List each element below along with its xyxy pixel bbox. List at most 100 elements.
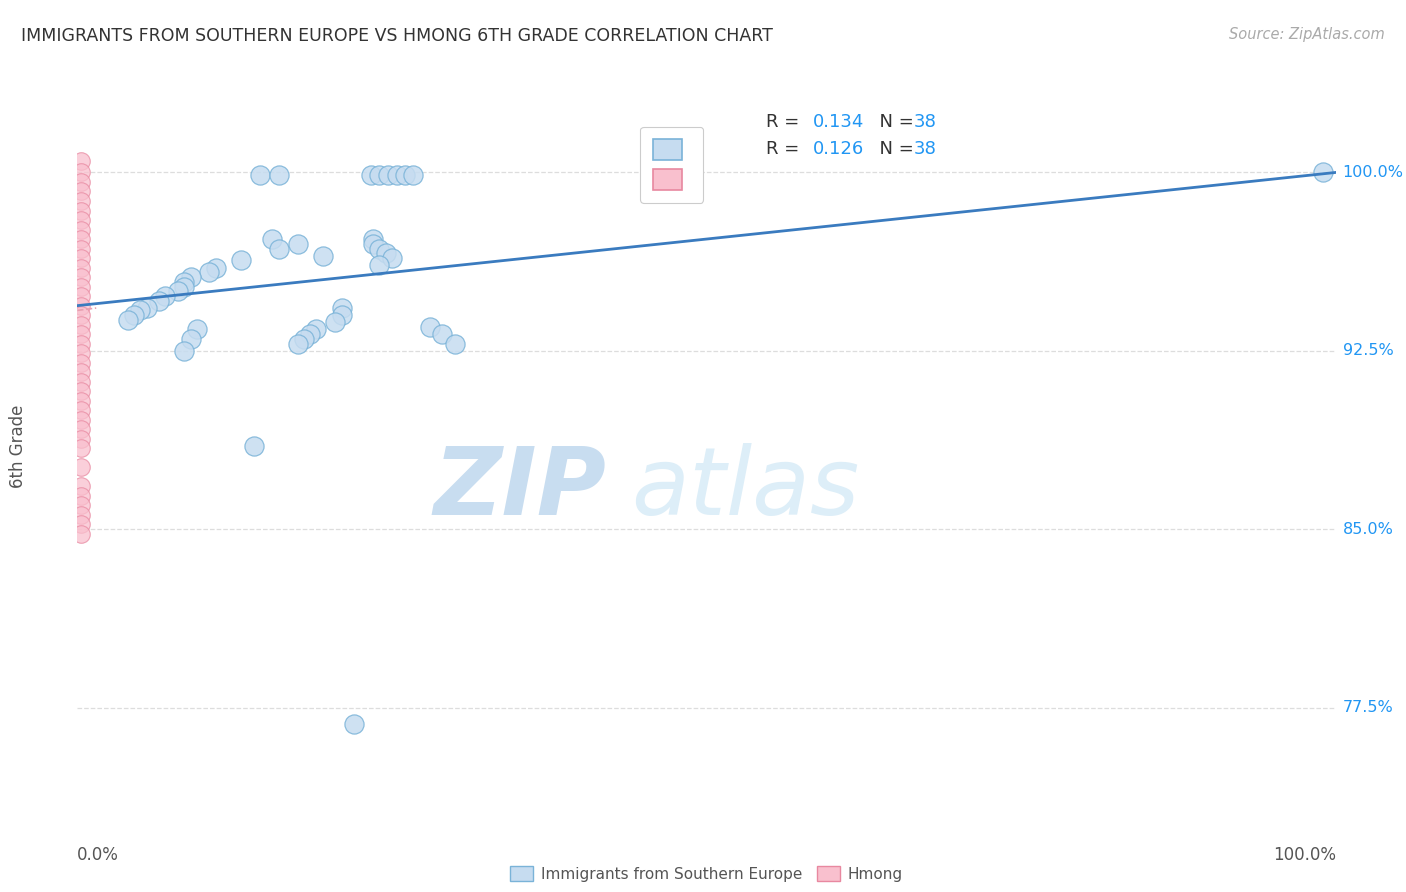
Point — [432, 327, 454, 342]
Point — [419, 320, 441, 334]
Text: 100.0%: 100.0% — [1272, 846, 1336, 863]
Point — [70, 517, 93, 532]
Point — [70, 365, 93, 379]
Point — [135, 301, 157, 315]
Point — [229, 253, 252, 268]
Point — [267, 168, 290, 182]
Point — [70, 375, 93, 389]
Point — [173, 275, 195, 289]
Point — [70, 384, 93, 399]
Point — [402, 168, 425, 182]
Point — [330, 301, 353, 315]
Text: 92.5%: 92.5% — [1343, 343, 1393, 359]
Text: Source: ZipAtlas.com: Source: ZipAtlas.com — [1229, 27, 1385, 42]
Point — [312, 249, 335, 263]
Point — [70, 213, 93, 227]
Point — [368, 242, 391, 256]
Point — [267, 242, 290, 256]
Point — [129, 303, 152, 318]
Text: 6th Grade: 6th Grade — [8, 404, 27, 488]
Point — [343, 717, 366, 731]
Point — [204, 260, 226, 275]
Text: ZIP: ZIP — [433, 442, 606, 535]
Point — [70, 185, 93, 199]
Point — [249, 168, 271, 182]
Text: 100.0%: 100.0% — [1343, 165, 1403, 180]
Point — [70, 251, 93, 265]
Point — [394, 168, 416, 182]
Point — [70, 460, 93, 475]
Point — [70, 527, 93, 541]
Text: atlas: atlas — [631, 443, 859, 534]
Point — [361, 232, 384, 246]
Text: IMMIGRANTS FROM SOUTHERN EUROPE VS HMONG 6TH GRADE CORRELATION CHART: IMMIGRANTS FROM SOUTHERN EUROPE VS HMONG… — [21, 27, 773, 45]
Point — [70, 422, 93, 436]
Point — [155, 289, 177, 303]
Text: N =: N = — [868, 113, 920, 131]
Point — [70, 432, 93, 446]
Point — [70, 508, 93, 522]
Point — [70, 403, 93, 417]
Text: 38: 38 — [914, 113, 936, 131]
Point — [70, 393, 93, 408]
Point — [180, 332, 202, 346]
Point — [70, 442, 93, 456]
Point — [242, 439, 264, 453]
Point — [70, 232, 93, 246]
Point — [70, 308, 93, 322]
Point — [70, 479, 93, 493]
Text: 85.0%: 85.0% — [1343, 522, 1393, 537]
Point — [361, 236, 384, 251]
Point — [70, 336, 93, 351]
Point — [70, 270, 93, 285]
Point — [292, 332, 315, 346]
Point — [70, 279, 93, 293]
Point — [70, 489, 93, 503]
Legend: Immigrants from Southern Europe, Hmong: Immigrants from Southern Europe, Hmong — [503, 860, 910, 888]
Point — [444, 336, 467, 351]
Point — [368, 168, 391, 182]
Point — [148, 293, 170, 308]
Point — [70, 222, 93, 236]
Point — [70, 175, 93, 189]
Point — [70, 203, 93, 218]
Point — [262, 232, 284, 246]
Point — [173, 343, 195, 358]
Point — [374, 246, 396, 260]
Text: 77.5%: 77.5% — [1343, 700, 1393, 715]
Point — [70, 327, 93, 342]
Point — [186, 322, 208, 336]
Text: 0.134: 0.134 — [813, 113, 865, 131]
Point — [70, 413, 93, 427]
Point — [167, 285, 190, 299]
Point — [1312, 165, 1334, 179]
Point — [70, 153, 93, 168]
Point — [117, 313, 139, 327]
Point — [70, 260, 93, 275]
Text: R =: R = — [766, 113, 806, 131]
Text: N =: N = — [868, 140, 920, 158]
Point — [305, 322, 328, 336]
Point — [323, 315, 346, 329]
Point — [385, 168, 408, 182]
Point — [198, 265, 221, 279]
Text: 38: 38 — [914, 140, 936, 158]
Point — [70, 499, 93, 513]
Point — [70, 165, 93, 179]
Point — [287, 336, 309, 351]
Point — [368, 258, 391, 272]
Text: R =: R = — [766, 140, 806, 158]
Point — [70, 242, 93, 256]
Text: 0.0%: 0.0% — [77, 846, 120, 863]
Point — [180, 270, 202, 285]
Point — [122, 308, 145, 322]
Point — [70, 299, 93, 313]
Point — [299, 327, 322, 342]
Point — [287, 236, 309, 251]
Point — [377, 168, 399, 182]
Point — [360, 168, 382, 182]
Text: 0.126: 0.126 — [813, 140, 863, 158]
Point — [70, 346, 93, 360]
Point — [70, 318, 93, 332]
Point — [173, 279, 195, 293]
